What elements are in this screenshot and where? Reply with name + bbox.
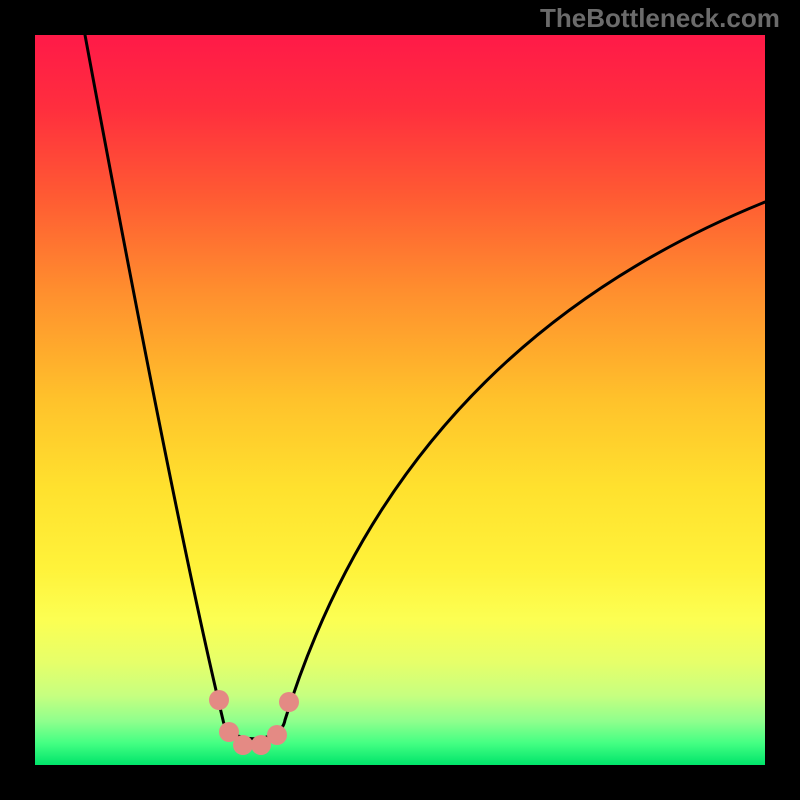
plot-gradient-background [35,35,765,765]
watermark-text: TheBottleneck.com [540,3,780,34]
